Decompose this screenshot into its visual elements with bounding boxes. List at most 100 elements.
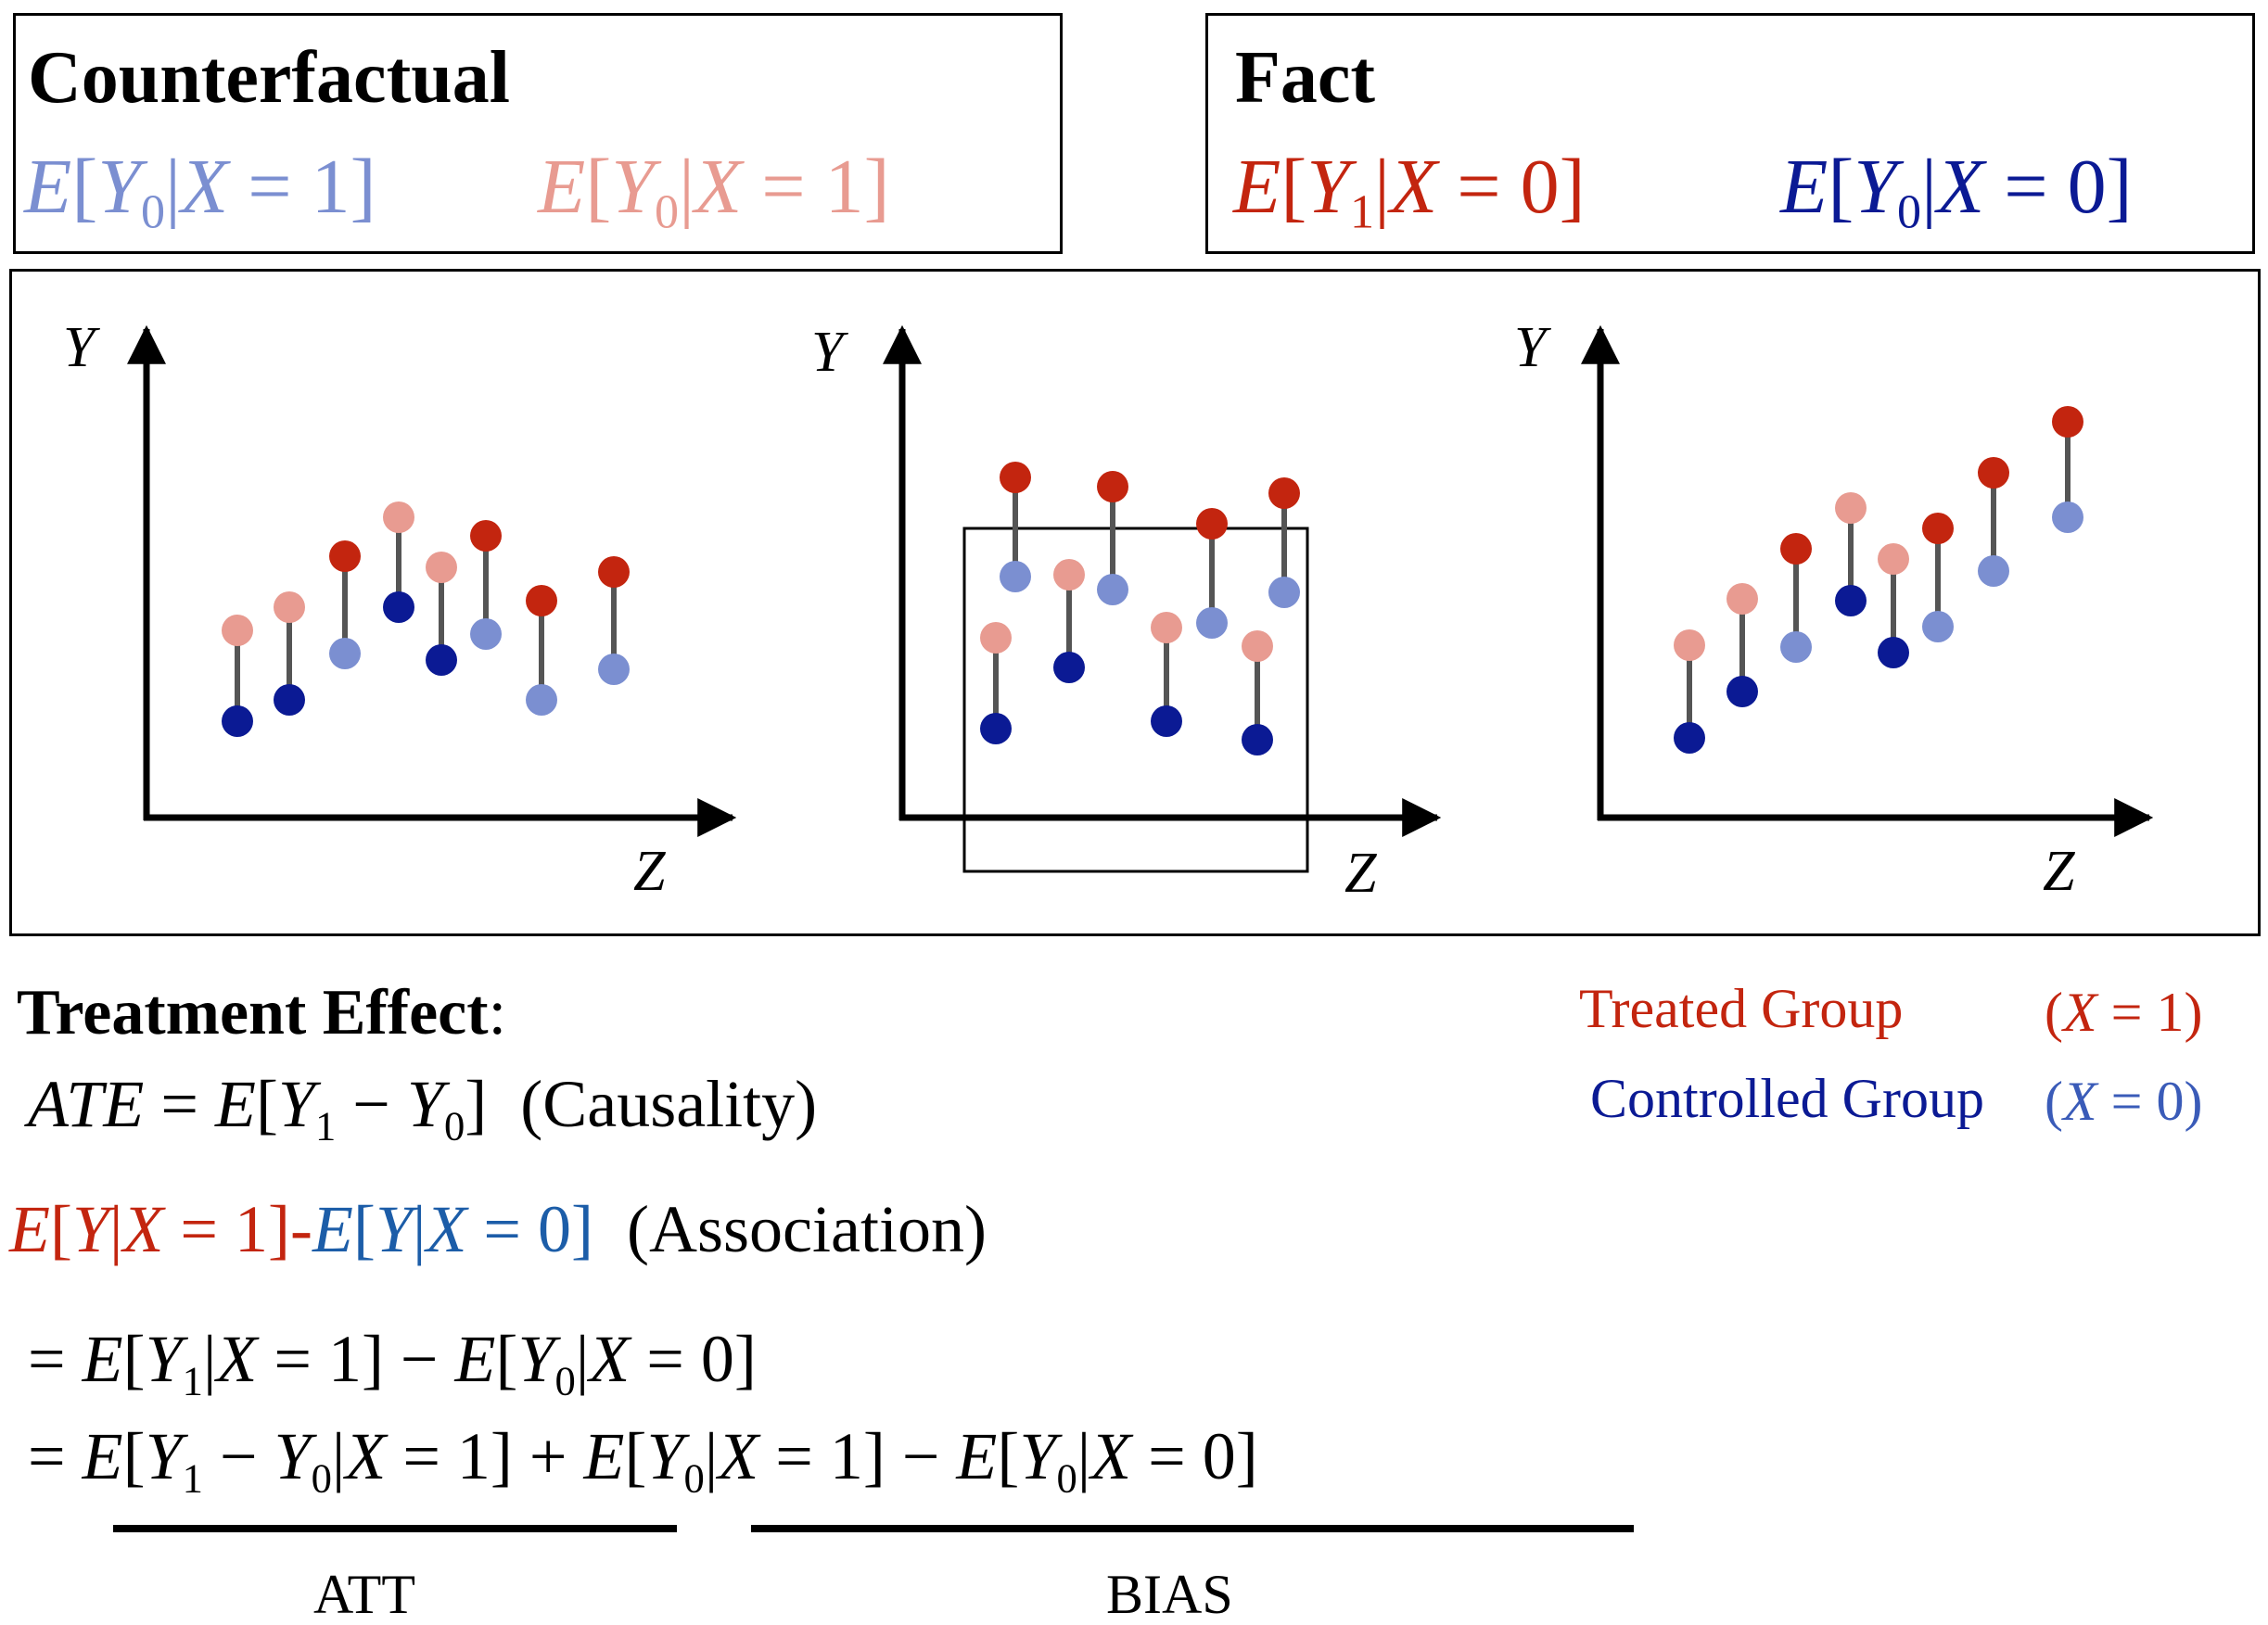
control-counterfactual-dot [1268,577,1300,608]
treated-fact-dot [1196,508,1228,540]
fact-title: Fact [1235,37,1376,119]
treated-fact-dot [1097,471,1128,502]
treated-counterfactual-dot [1835,492,1867,524]
selection-box [962,527,1309,873]
control-counterfactual-dot [470,618,502,650]
control-fact-dot [1674,722,1705,754]
panel-middle-pair [1242,630,1273,755]
counterfactual-eq-pink: E[Y0|X = 1] [538,144,890,239]
control-counterfactual-dot [1000,561,1031,592]
panel-left-pair [383,501,414,623]
x-axis-label: Z [2043,840,2075,903]
treated-counterfactual-dot [1878,543,1909,575]
panel-middle-pair [1196,508,1228,639]
control-fact-dot [1878,637,1909,668]
y-axis-label: Y [63,316,100,379]
fact-eq-red: E[Y1|X = 0] [1233,144,1586,239]
panel-right-pair [1780,533,1812,663]
control-counterfactual-dot [329,638,361,669]
control-counterfactual-dot [1922,611,1954,642]
panel-right-pair [1978,457,2009,587]
att-label: ATT [313,1564,415,1625]
treated-counterfactual-dot [1726,583,1758,615]
treated-fact-dot [1978,457,2009,489]
panel-middle-pair [1151,612,1182,737]
panel-middle-pair [980,622,1012,744]
att-underline [113,1525,677,1532]
control-fact-dot [1726,676,1758,707]
control-counterfactual-dot [1097,574,1128,605]
control-fact-dot [274,684,305,716]
treated-counterfactual-dot [1151,612,1182,643]
treated-counterfactual-dot [1674,629,1705,661]
control-counterfactual-dot [598,654,630,685]
control-counterfactual-dot [1196,607,1228,639]
association-red: E[Y|X = 1] [9,1192,291,1266]
treated-counterfactual-dot [274,591,305,623]
treated-fact-dot [1000,462,1031,493]
equation-line-1: = E[Y1|X = 1] − E[Y0|X = 0] [28,1322,757,1404]
panel-right-pair [1674,629,1705,754]
treated-fact-dot [2052,406,2083,438]
control-counterfactual-dot [526,684,557,716]
dots-layer [222,406,2083,755]
causality-label: (Causality) [520,1067,818,1141]
equation-line-2: = E[Y1 − Y0|X = 1] + E[Y0|X = 1] − E[Y0|… [28,1419,1258,1502]
control-fact-dot [1835,585,1867,616]
x-axis-label: Z [633,840,666,903]
y-axis-label: Y [1514,316,1551,379]
association-label: (Association) [627,1192,987,1266]
control-fact-dot [383,591,414,623]
treated-counterfactual-dot [426,552,457,583]
legend-treated-cond: (X = 1) [2045,982,2203,1043]
ate-equation: ATE = E[Y1 − Y0] (Causality) [28,1067,818,1149]
treated-fact-dot [470,520,502,552]
panel-middle-pair [1000,462,1031,592]
panel-middle-pair [1097,471,1128,605]
bias-label: BIAS [1106,1564,1233,1625]
counterfactual-eq-blue: E[Y0|X = 1] [24,144,376,239]
treated-counterfactual-dot [383,501,414,533]
legend-control-cond: (X = 0) [2045,1071,2203,1132]
control-fact-dot [1151,705,1182,737]
counterfactual-box [13,13,1063,254]
control-fact-dot [980,713,1012,744]
panel-middle-pair [1268,477,1300,608]
counterfactual-title: Counterfactual [28,37,510,119]
panel-right-pair [1878,543,1909,668]
panel-left-pair [470,520,502,650]
association-dash: - [290,1192,312,1266]
panel-middle-pair [1053,559,1085,683]
treated-fact-dot [1780,533,1812,565]
treated-fact-dot [526,585,557,616]
treatment-colon: : [488,977,507,1048]
treated-fact-dot [1268,477,1300,509]
control-counterfactual-dot [1978,555,2009,587]
association-equation: E[Y|X = 1]-E[Y|X = 0] (Association) [9,1196,987,1263]
control-fact-dot [222,705,253,737]
legend-control-label: Controlled Group [1590,1068,1984,1129]
treated-counterfactual-dot [980,622,1012,654]
panel-right-pair [1726,583,1758,707]
panel-right-pair [2052,406,2083,533]
control-fact-dot [1242,724,1273,755]
x-axis-label: Z [1344,842,1377,905]
panel-left-pair [426,552,457,676]
panel-left-pair [598,556,630,685]
bias-underline [751,1525,1634,1532]
fact-eq-navy: E[Y0|X = 0] [1780,144,2133,239]
panel-right-pair [1835,492,1867,616]
panel-left-pair [526,585,557,716]
panel-left-pair [222,615,253,737]
control-fact-dot [426,644,457,676]
treatment-title-line: Treatment Effect: [17,981,506,1046]
treated-fact-dot [598,556,630,588]
y-axis-label: Y [811,321,848,384]
treatment-title: Treatment Effect [17,977,489,1048]
panel-left-pair [329,540,361,669]
fact-box [1205,13,2255,254]
control-counterfactual-dot [2052,501,2083,533]
control-counterfactual-dot [1780,631,1812,663]
panel-left-pair [274,591,305,716]
